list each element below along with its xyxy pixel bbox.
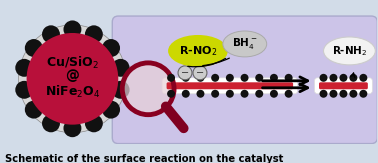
FancyBboxPatch shape xyxy=(162,78,297,94)
FancyBboxPatch shape xyxy=(314,78,372,94)
Circle shape xyxy=(270,90,278,98)
Circle shape xyxy=(349,90,357,98)
Circle shape xyxy=(85,114,103,132)
Circle shape xyxy=(319,90,327,98)
Circle shape xyxy=(226,74,234,82)
Circle shape xyxy=(26,33,118,125)
Circle shape xyxy=(167,90,175,98)
Circle shape xyxy=(42,25,60,43)
Circle shape xyxy=(339,90,347,98)
Text: Cu/SiO$_2$: Cu/SiO$_2$ xyxy=(46,55,99,71)
Circle shape xyxy=(102,101,120,119)
Circle shape xyxy=(319,74,327,82)
Circle shape xyxy=(42,114,60,132)
Circle shape xyxy=(255,74,263,82)
Circle shape xyxy=(359,74,367,82)
Circle shape xyxy=(64,119,81,137)
Text: @: @ xyxy=(65,69,79,83)
Circle shape xyxy=(255,90,263,98)
Circle shape xyxy=(122,63,174,115)
FancyBboxPatch shape xyxy=(319,82,368,89)
Ellipse shape xyxy=(223,31,267,57)
Circle shape xyxy=(178,66,192,80)
Text: R-NH$_2$: R-NH$_2$ xyxy=(332,44,367,58)
Circle shape xyxy=(339,74,347,82)
Circle shape xyxy=(19,25,126,133)
Circle shape xyxy=(211,74,219,82)
Circle shape xyxy=(270,74,278,82)
Circle shape xyxy=(359,90,367,98)
Circle shape xyxy=(167,74,175,82)
Text: BH$_4^-$: BH$_4^-$ xyxy=(232,37,257,52)
Circle shape xyxy=(197,74,204,82)
Circle shape xyxy=(25,39,43,57)
Circle shape xyxy=(330,90,338,98)
Circle shape xyxy=(112,81,130,99)
FancyBboxPatch shape xyxy=(112,16,377,144)
Circle shape xyxy=(349,74,357,82)
Circle shape xyxy=(211,90,219,98)
Circle shape xyxy=(85,25,103,43)
Text: R-NO$_2$: R-NO$_2$ xyxy=(179,44,217,58)
Circle shape xyxy=(197,90,204,98)
Circle shape xyxy=(182,74,190,82)
Circle shape xyxy=(240,90,248,98)
Circle shape xyxy=(64,20,81,38)
Circle shape xyxy=(285,74,293,82)
Circle shape xyxy=(226,90,234,98)
Text: −: − xyxy=(181,68,189,78)
Ellipse shape xyxy=(324,37,375,65)
Circle shape xyxy=(193,66,207,80)
Circle shape xyxy=(15,59,33,77)
Circle shape xyxy=(285,90,293,98)
Circle shape xyxy=(182,90,190,98)
Text: Schematic of the surface reaction on the catalyst: Schematic of the surface reaction on the… xyxy=(5,154,283,163)
Circle shape xyxy=(112,59,130,77)
Circle shape xyxy=(15,81,33,99)
Circle shape xyxy=(330,74,338,82)
Ellipse shape xyxy=(168,35,228,67)
Circle shape xyxy=(25,101,43,119)
FancyBboxPatch shape xyxy=(167,82,293,89)
Circle shape xyxy=(102,39,120,57)
Circle shape xyxy=(240,74,248,82)
Text: NiFe$_2$O$_4$: NiFe$_2$O$_4$ xyxy=(45,84,100,100)
Text: −: − xyxy=(196,68,204,78)
